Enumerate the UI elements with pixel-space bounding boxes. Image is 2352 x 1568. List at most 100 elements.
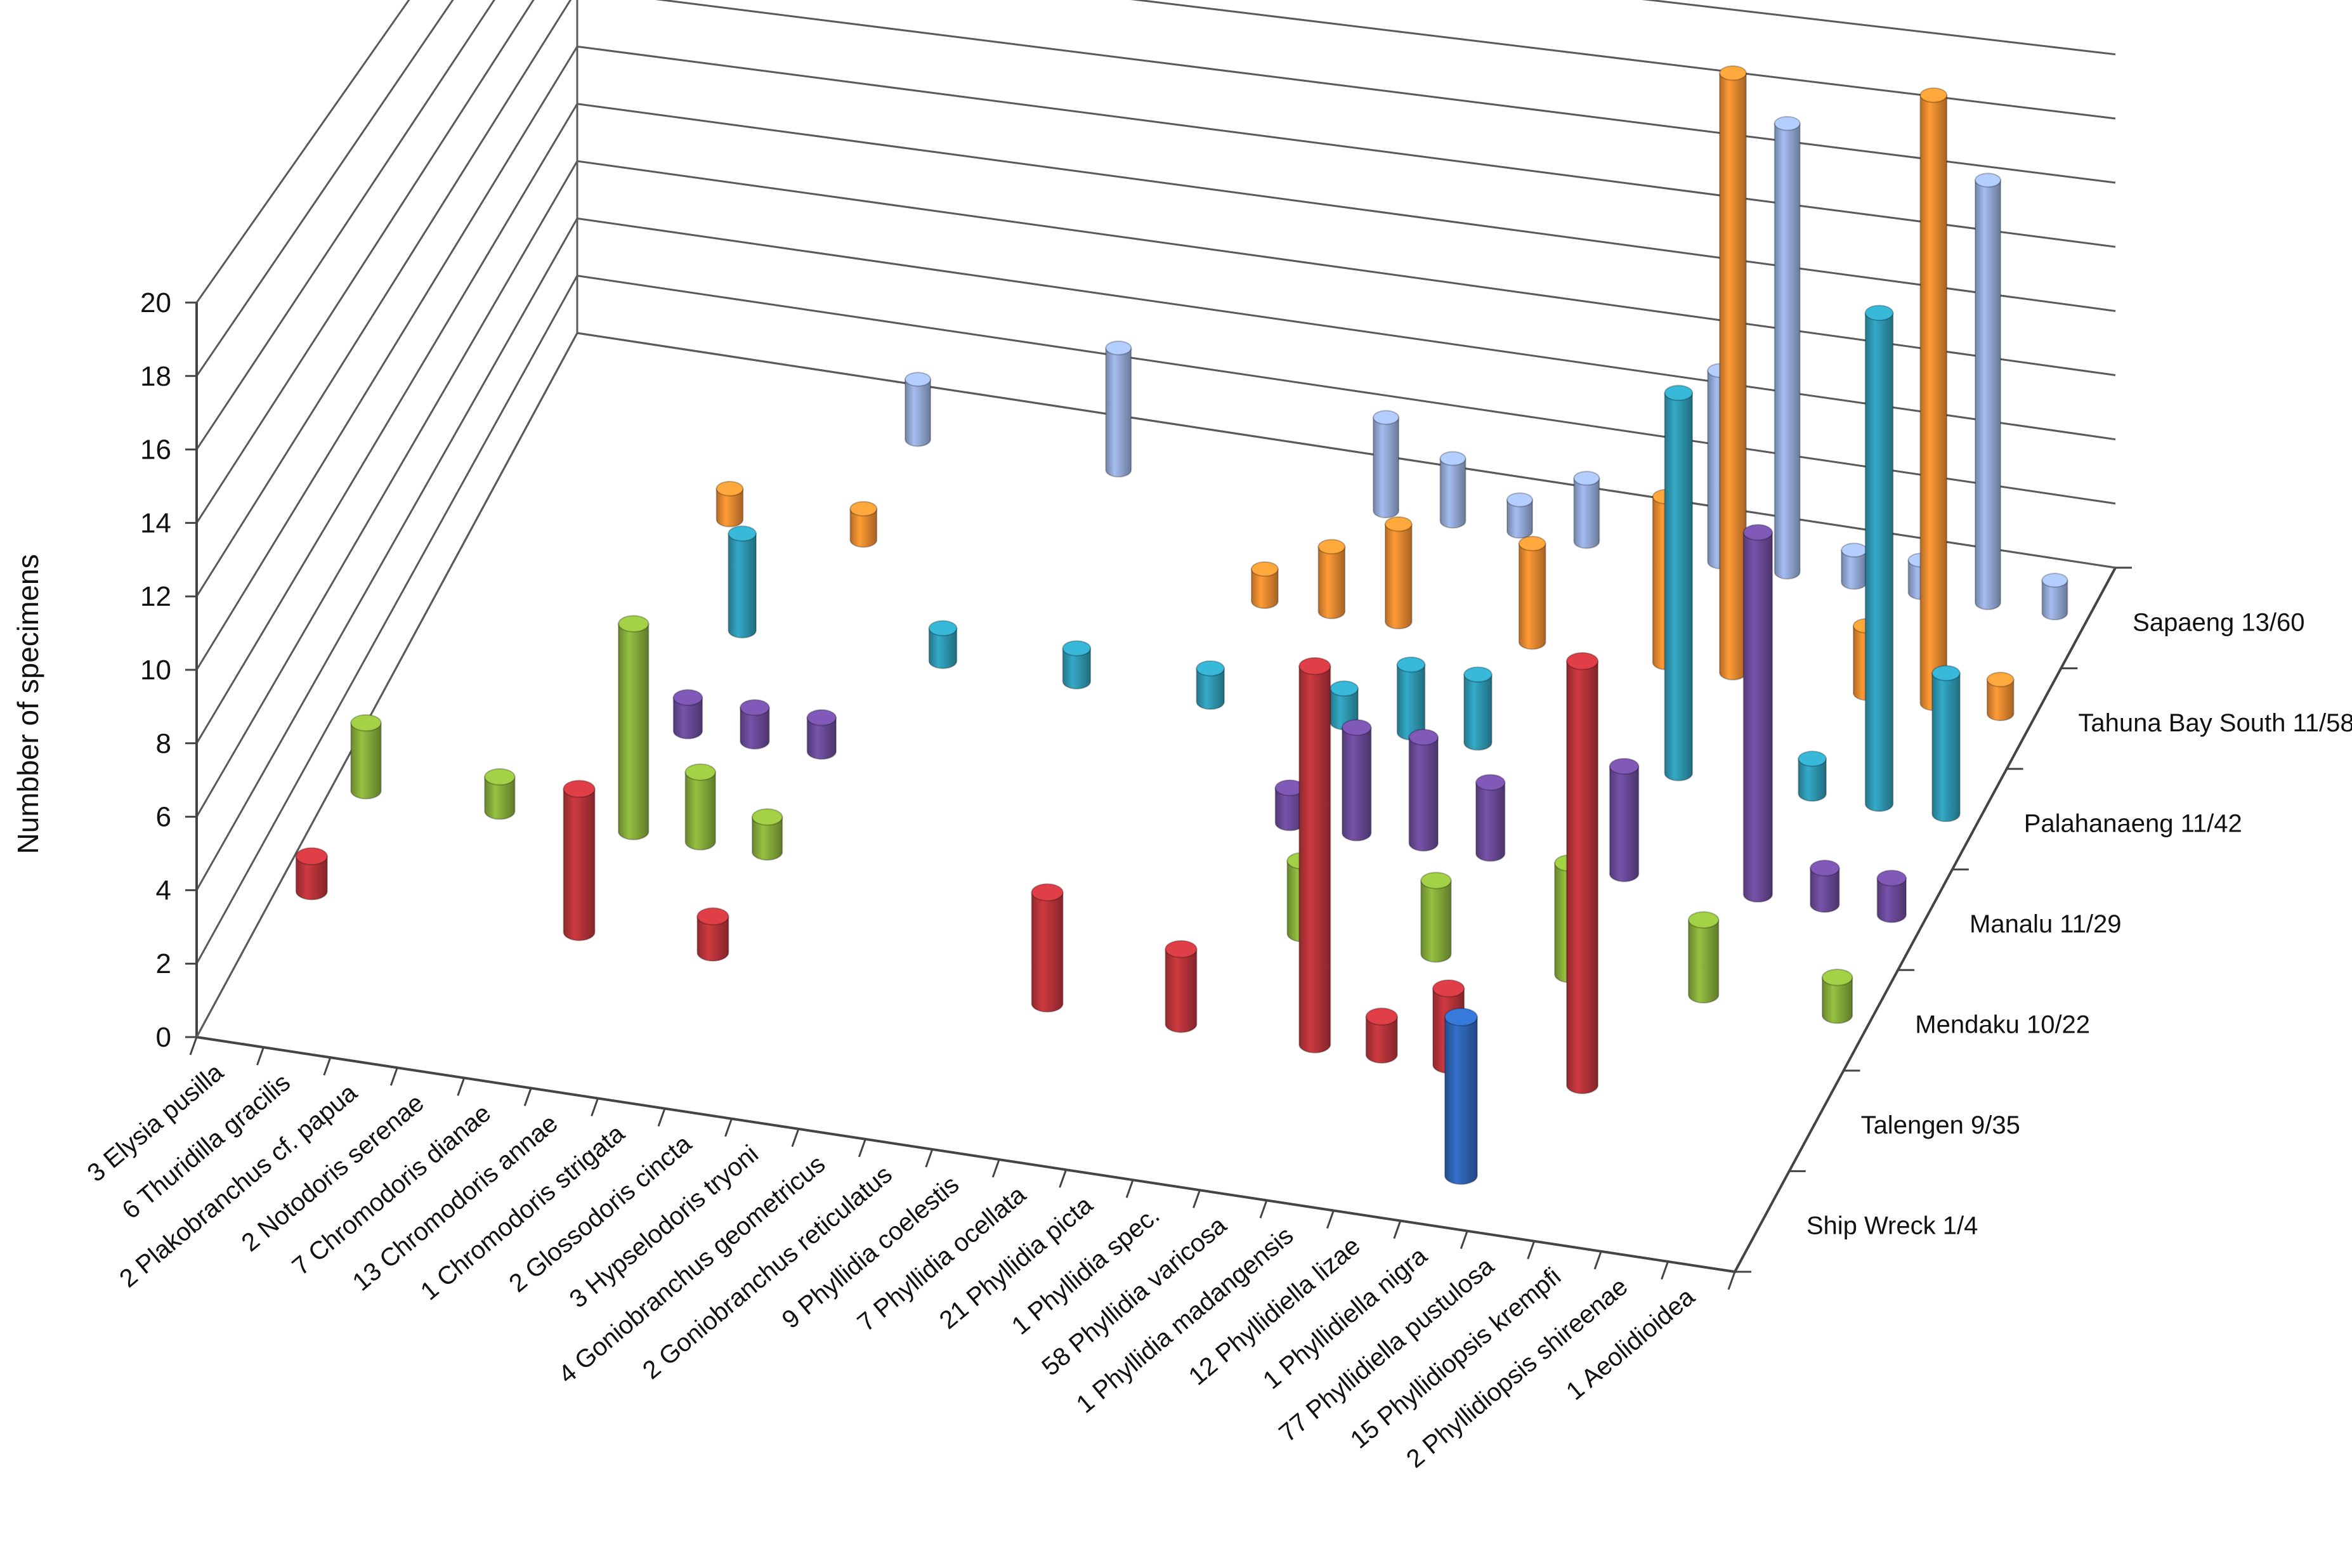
bar-cap xyxy=(1919,87,1948,103)
bar-body xyxy=(1251,568,1279,609)
bar xyxy=(1396,656,1426,741)
bar-body xyxy=(1774,122,1801,580)
bar-cap xyxy=(1609,757,1640,775)
bar-body xyxy=(1573,478,1600,549)
bar xyxy=(715,481,744,528)
bar-cap xyxy=(1373,410,1400,425)
x-tick xyxy=(1460,1231,1468,1250)
bar xyxy=(1373,410,1400,519)
bar xyxy=(672,689,703,740)
bar-body xyxy=(1444,1016,1478,1186)
bar-body xyxy=(728,533,757,639)
x-tick xyxy=(791,1128,800,1147)
bar-cap xyxy=(1196,660,1225,677)
bar-cap xyxy=(1439,451,1467,466)
x-tick xyxy=(724,1118,733,1137)
bar-body xyxy=(1408,736,1439,852)
bar xyxy=(1439,451,1467,529)
bar xyxy=(928,620,958,669)
y-tick-label: 6 xyxy=(156,802,171,833)
bar-body xyxy=(1196,667,1225,710)
x-tick xyxy=(1393,1220,1402,1239)
bar-cap xyxy=(1475,774,1506,791)
bar-body xyxy=(806,717,837,760)
gridline xyxy=(195,0,410,303)
series-label: Manalu 11/29 xyxy=(1970,910,2121,938)
series-label: Tahuna Bay South 11/58 xyxy=(2078,709,2352,737)
bar-cap xyxy=(715,481,744,497)
bar-body xyxy=(1719,72,1747,681)
bar-cap xyxy=(1742,524,1774,541)
bar-cap xyxy=(751,808,783,826)
series-label: Mendaku 10/22 xyxy=(1915,1011,2090,1039)
x-tick xyxy=(1192,1189,1201,1208)
x-tick xyxy=(1059,1169,1068,1188)
bar-cap xyxy=(1798,750,1827,767)
bar-body xyxy=(1439,457,1467,529)
bar xyxy=(1342,719,1372,842)
x-tick xyxy=(858,1139,866,1158)
bar-body xyxy=(563,788,596,941)
x-tick xyxy=(657,1108,666,1127)
bar-body xyxy=(1742,532,1774,903)
bar-cap xyxy=(1931,665,1961,681)
bar-cap xyxy=(684,763,716,781)
bar-cap xyxy=(1518,535,1546,552)
bar-body xyxy=(740,707,770,750)
bar xyxy=(1986,672,2015,721)
bar xyxy=(1317,539,1346,620)
bar-body xyxy=(751,816,783,861)
y-tick-label: 8 xyxy=(156,728,171,759)
bar xyxy=(1742,524,1774,903)
bar xyxy=(1365,1007,1398,1064)
bar-cap xyxy=(1688,911,1720,929)
bar-body xyxy=(1365,1016,1398,1064)
gridline xyxy=(195,45,2116,670)
bar xyxy=(1463,666,1493,751)
bar-body xyxy=(618,623,650,840)
bar-body xyxy=(905,378,931,447)
bar-cap xyxy=(1774,115,1801,131)
bar-cap xyxy=(350,714,382,732)
bar-body xyxy=(1396,663,1426,741)
bar-body xyxy=(1565,660,1599,1095)
bar xyxy=(1196,660,1225,710)
bar xyxy=(740,699,770,750)
bar-body xyxy=(1931,672,1961,823)
series-label: Palahanaeng 11/42 xyxy=(2024,809,2242,837)
bar-cap xyxy=(1876,870,1907,887)
bar-cap xyxy=(728,525,757,542)
bar-cap xyxy=(1573,471,1600,486)
bar-cap xyxy=(740,699,770,716)
bar-cap xyxy=(696,907,729,925)
bar-cap xyxy=(849,500,878,517)
bar xyxy=(849,500,878,548)
bar-cap xyxy=(563,780,596,798)
bar xyxy=(1719,65,1747,681)
bar-body xyxy=(715,488,744,528)
bar xyxy=(1031,883,1064,1013)
bar xyxy=(1518,535,1546,650)
bar xyxy=(1274,779,1305,832)
gridline xyxy=(195,0,454,377)
bar xyxy=(1876,870,1907,924)
bar-cap xyxy=(1384,516,1413,532)
category-label: 3 Elysia pusilla xyxy=(82,1058,230,1187)
x-tick xyxy=(457,1077,466,1096)
bar xyxy=(1864,304,1894,812)
gridline xyxy=(195,0,2116,524)
y-tick-label: 14 xyxy=(140,507,171,539)
bar xyxy=(905,372,931,447)
bar-cap xyxy=(672,689,703,706)
y-tick-label: 20 xyxy=(140,287,171,318)
bar xyxy=(1408,729,1439,852)
bar-cap xyxy=(484,768,516,786)
y-tick-label: 12 xyxy=(140,581,171,612)
bar-body xyxy=(1165,948,1198,1033)
bar-body xyxy=(1688,919,1720,1004)
bar xyxy=(1975,173,2001,610)
series-label: Ship Wreck 1/4 xyxy=(1806,1212,1978,1240)
bar xyxy=(1810,859,1840,913)
x-tick xyxy=(925,1149,934,1168)
bar xyxy=(484,768,516,820)
